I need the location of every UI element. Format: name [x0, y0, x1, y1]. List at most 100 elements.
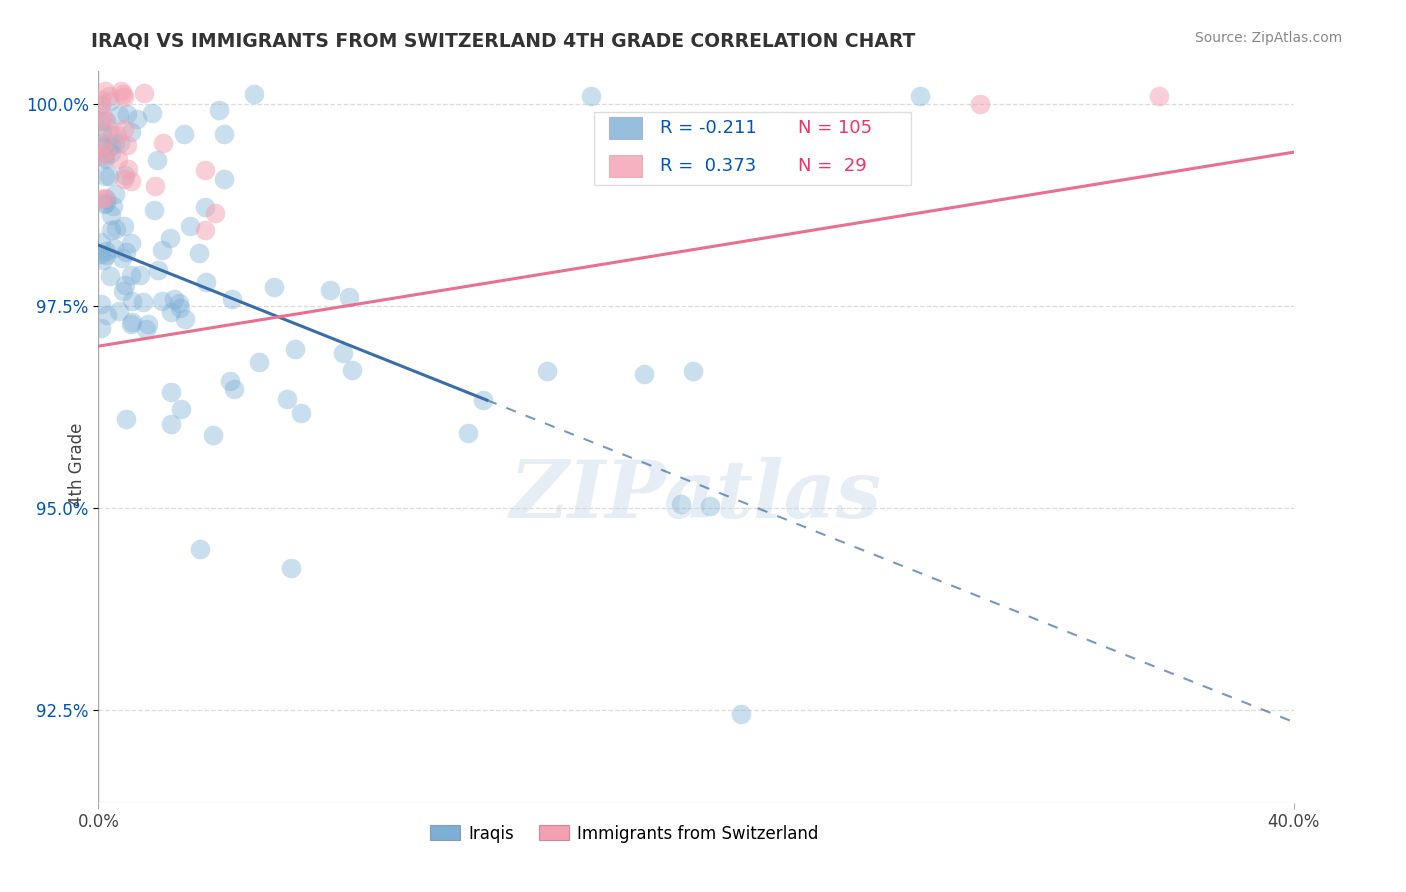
Point	[100, 138, 122, 153]
Point	[120, 236, 142, 251]
Point	[101, 199, 124, 213]
Point	[103, 241, 125, 255]
Point	[221, 292, 243, 306]
Point	[114, 122, 136, 136]
Point	[152, 136, 174, 151]
Point	[110, 84, 132, 98]
Point	[136, 317, 159, 331]
Point	[90, 97, 112, 112]
Point	[98, 169, 121, 184]
Point	[120, 174, 142, 188]
Point	[115, 137, 138, 152]
Point	[91, 252, 114, 267]
Point	[173, 127, 195, 141]
Point	[94, 169, 117, 183]
Point	[195, 275, 218, 289]
Point	[90, 136, 112, 150]
Point	[284, 342, 307, 356]
Point	[90, 103, 112, 118]
Point	[633, 367, 655, 381]
Point	[219, 374, 242, 388]
Point	[94, 191, 117, 205]
Point	[132, 86, 155, 100]
Point	[194, 163, 217, 178]
Point	[170, 401, 193, 416]
Point	[188, 246, 211, 260]
Point	[112, 87, 135, 102]
Point	[114, 169, 136, 183]
Point	[121, 315, 143, 329]
Point	[169, 301, 191, 315]
Point	[97, 120, 120, 135]
Point	[194, 200, 217, 214]
Point	[969, 97, 991, 112]
Point	[90, 113, 112, 128]
Point	[682, 364, 704, 378]
Point	[94, 84, 117, 98]
Point	[160, 384, 183, 399]
Point	[90, 321, 112, 335]
Point	[93, 146, 115, 161]
Point	[94, 244, 117, 259]
Point	[201, 428, 224, 442]
Text: IRAQI VS IMMIGRANTS FROM SWITZERLAND 4TH GRADE CORRELATION CHART: IRAQI VS IMMIGRANTS FROM SWITZERLAND 4TH…	[91, 31, 915, 50]
Point	[115, 244, 138, 259]
Point	[188, 542, 211, 557]
Point	[332, 345, 354, 359]
Point	[108, 304, 131, 318]
Point	[194, 223, 217, 237]
Bar	[609, 118, 643, 139]
Point	[319, 283, 342, 297]
Point	[212, 172, 235, 186]
Point	[94, 247, 117, 261]
Point	[472, 392, 495, 407]
Text: N = 105: N = 105	[797, 120, 872, 137]
Point	[100, 209, 122, 223]
Point	[90, 125, 112, 139]
Point	[141, 105, 163, 120]
Point	[115, 106, 138, 120]
Text: Source: ZipAtlas.com: Source: ZipAtlas.com	[1195, 31, 1343, 45]
Point	[1147, 88, 1170, 103]
Point	[94, 192, 117, 206]
Point	[107, 152, 129, 166]
Point	[159, 230, 181, 244]
Point	[90, 246, 112, 260]
Point	[100, 223, 122, 237]
Point	[536, 364, 558, 378]
Point	[94, 145, 117, 160]
Point	[104, 136, 127, 150]
Point	[159, 305, 181, 319]
Point	[280, 561, 302, 575]
Point	[93, 112, 115, 126]
Point	[167, 296, 190, 310]
Point	[669, 497, 692, 511]
Text: R = -0.211: R = -0.211	[661, 120, 756, 137]
Point	[276, 392, 298, 407]
Point	[112, 219, 135, 234]
Text: ZIPatlas: ZIPatlas	[510, 457, 882, 534]
Point	[107, 128, 129, 143]
Point	[162, 292, 184, 306]
Bar	[609, 155, 643, 178]
FancyBboxPatch shape	[595, 112, 911, 185]
Point	[150, 293, 173, 308]
Point	[127, 112, 149, 126]
Point	[112, 90, 135, 104]
Text: 4th Grade: 4th Grade	[69, 422, 86, 506]
Point	[112, 171, 135, 186]
Point	[93, 150, 115, 164]
Point	[93, 197, 115, 211]
Point	[142, 203, 165, 218]
Point	[145, 153, 167, 167]
Point	[337, 290, 360, 304]
Point	[581, 88, 603, 103]
Text: R =  0.373: R = 0.373	[661, 158, 756, 176]
Point	[290, 406, 312, 420]
Point	[110, 136, 132, 150]
Point	[117, 161, 139, 176]
Point	[699, 500, 721, 514]
Point	[111, 251, 134, 265]
Point	[243, 87, 266, 102]
Point	[208, 103, 231, 117]
